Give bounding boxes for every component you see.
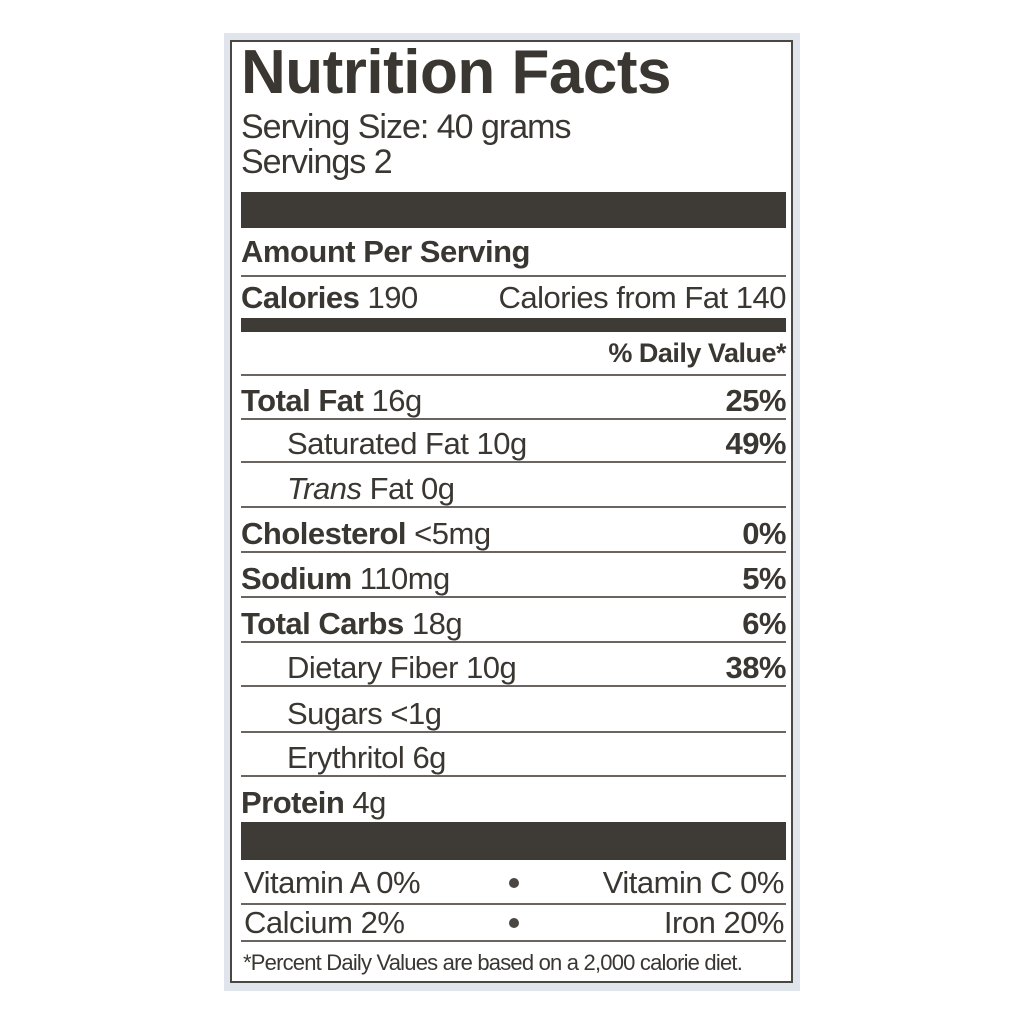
bullet-icon [509,877,519,888]
vitamin-row: Calcium 2% Iron 20% [244,905,785,940]
nutrient-row: Saturated Fat 10g 49% [287,428,786,459]
daily-value-header: % Daily Value* [241,340,786,367]
serving-size: Serving Size: 40 grams [241,108,571,146]
nutrient-label: Trans [287,471,362,506]
divider [241,641,786,643]
nutrient-row: Protein 4g [241,787,786,818]
servings: Servings 2 [241,143,393,181]
nutrient-label: Dietary Fiber [287,650,458,685]
footnote: *Percent Daily Values are based on a 2,0… [243,950,743,975]
vitamin-a: Vitamin A 0% [244,865,421,900]
nutrient-row: Dietary Fiber 10g 38% [287,652,786,683]
nutrient-name: Trans Fat 0g [287,471,455,506]
nutrient-daily-value: 0% [742,516,786,551]
nutrient-amount: 18g [411,606,463,641]
nutrient-amount: 6g [412,740,446,775]
vitamin-row: Vitamin A 0% Vitamin C 0% [244,865,785,900]
divider [241,903,786,905]
nutrient-row: Erythritol 6g [287,742,786,773]
divider [241,551,786,553]
nutrient-amount: 10g [466,650,517,685]
divider [241,461,786,463]
nutrient-name: Dietary Fiber 10g [287,650,517,685]
nutrient-label: Protein [241,785,345,820]
calories: Calories 190 [241,282,418,313]
nutrient-name: Total Fat 16g [241,385,422,416]
nutrient-label-suffix: Fat [369,471,414,506]
nutrient-daily-value: 49% [725,426,786,461]
thick-divider [241,192,786,228]
nutrient-daily-value: 5% [742,561,786,596]
nutrient-amount: <5mg [414,516,491,551]
nutrient-amount: 16g [371,383,423,418]
amount-per-serving-text: Amount Per Serving [241,234,531,269]
calories-label: Calories [241,280,360,315]
label-title: Nutrition Facts [241,38,671,107]
divider [241,275,786,277]
nutrient-label: Total Carbs [241,606,404,641]
nutrient-name: Total Carbs 18g [241,606,463,641]
nutrient-amount: 110mg [359,561,451,596]
bullet-icon [509,917,519,928]
daily-value-header-text: % Daily Value* [608,338,786,368]
calories-row: Calories 190 Calories from Fat 140 [241,282,786,313]
medium-divider [241,318,786,332]
nutrient-row: Sodium 110mg 5% [241,563,786,594]
divider [241,775,786,777]
nutrient-row: Total Fat 16g 25% [241,385,786,416]
calcium: Calcium 2% [244,905,405,940]
nutrient-name: Saturated Fat 10g [287,428,527,459]
nutrient-label: Erythritol [287,740,405,775]
nutrient-daily-value: 6% [742,606,786,641]
nutrient-name: Erythritol 6g [287,742,446,773]
nutrient-label: Cholesterol [241,516,407,551]
nutrient-label: Saturated Fat [287,426,469,461]
nutrient-name: Cholesterol <5mg [241,518,491,549]
nutrient-label: Sugars [287,696,383,731]
calories-value: 190 [367,280,418,315]
nutrient-row: Trans Fat 0g [287,473,786,504]
nutrient-daily-value: 25% [725,383,786,418]
divider [241,596,786,598]
nutrient-row: Sugars <1g [287,698,786,729]
nutrient-daily-value: 38% [725,650,786,685]
divider [241,940,786,942]
divider [241,374,786,376]
divider [241,731,786,733]
iron: Iron 20% [663,905,785,940]
divider [241,418,786,420]
nutrient-amount: 4g [352,785,386,820]
nutrient-name: Sodium 110mg [241,563,450,594]
divider [241,685,786,687]
nutrient-amount: 10g [476,426,527,461]
divider [241,506,786,508]
nutrient-amount: <1g [390,696,442,731]
nutrient-row: Total Carbs 18g 6% [241,608,786,639]
nutrient-name: Sugars <1g [287,696,442,731]
amount-per-serving: Amount Per Serving [241,236,786,267]
nutrient-row: Cholesterol <5mg 0% [241,518,786,549]
vitamin-c: Vitamin C 0% [602,865,785,900]
nutrient-label: Sodium [241,561,352,596]
nutrient-label: Total Fat [241,383,364,418]
calories-from-fat: Calories from Fat 140 [498,280,786,315]
nutrient-amount: 0g [421,471,455,506]
nutrient-name: Protein 4g [241,787,386,818]
thick-divider [241,822,786,860]
